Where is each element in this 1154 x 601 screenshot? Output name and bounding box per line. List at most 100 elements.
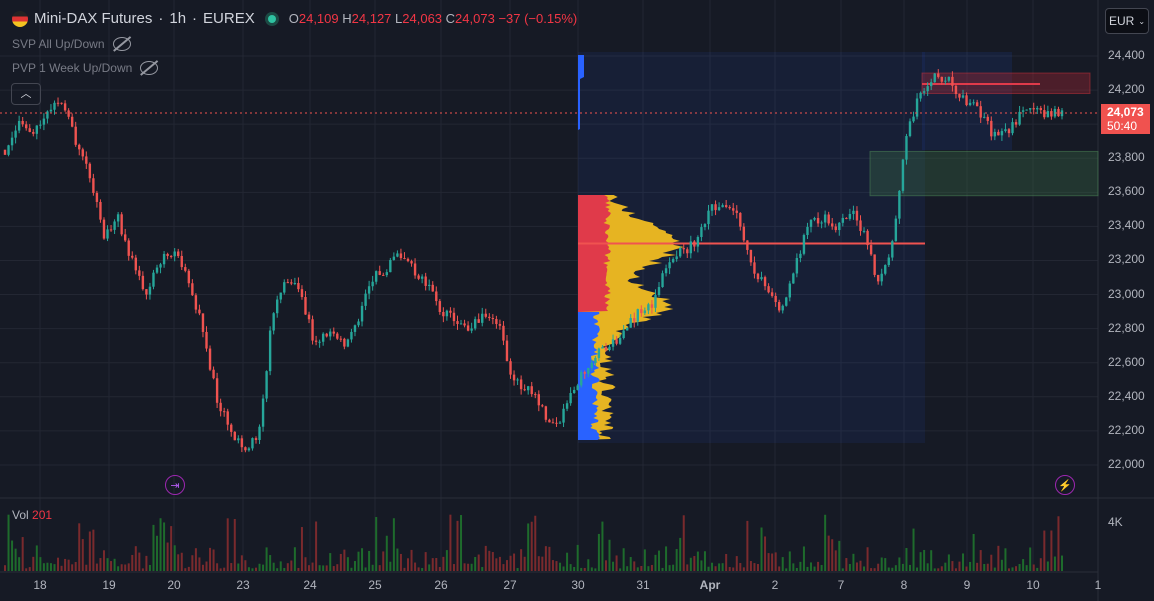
volume-bar [962,553,965,571]
candle [78,144,81,150]
candle [166,253,169,256]
candle [498,324,502,326]
volume-bar [240,555,243,571]
volume-bar [272,562,275,571]
candle [816,218,820,224]
lightning-alert-icon[interactable]: ⚡ [1055,475,1075,495]
candle [622,330,625,339]
volume-bar [1061,555,1063,571]
candle [99,201,102,220]
candle [845,217,848,219]
volume-bar [463,563,466,571]
candle [187,270,191,284]
volume-bar [597,533,600,571]
candle [247,448,251,451]
volume-axis-label: 4K [1108,515,1123,529]
volume-bar [318,565,321,571]
candle [222,411,226,413]
candle [85,156,88,164]
volume-bar [569,564,572,571]
up-volume-profile [578,55,584,130]
indicator-pvp[interactable]: PVP 1 Week Up/Down [12,61,159,75]
volume-bar [138,552,141,571]
market-status-icon[interactable] [264,11,279,26]
time-axis-label: 24 [303,578,317,592]
candle [445,310,449,317]
time-axis-label: 18 [33,578,47,592]
candle [746,240,749,250]
volume-bar [92,529,95,571]
candle [671,259,675,263]
candle [169,255,173,257]
volume-bar [520,549,523,571]
candle [972,102,975,104]
volume-bar [474,556,477,571]
volume-bar [612,561,615,571]
candle [385,272,388,276]
price-axis-label: 23,600 [1108,184,1145,199]
candle [261,398,265,427]
volume-bar [615,555,618,571]
volume-bar [636,567,639,571]
up-volume-profile [578,312,600,440]
candle [102,219,106,239]
volume-bar [718,563,721,571]
candle [208,348,212,370]
interval[interactable]: 1h [169,10,187,27]
volume-bar [4,565,6,571]
candle [339,338,343,340]
volume-bar [399,553,402,571]
volume-bar [534,515,537,571]
currency-select[interactable]: EUR ⌄ [1105,8,1149,34]
volume-bar [364,567,367,571]
candle [212,369,215,379]
candle [106,229,109,239]
candle [580,372,583,386]
eye-off-icon[interactable] [112,37,131,51]
candle [371,281,374,287]
collapse-legend-button[interactable]: ︿ [11,83,41,105]
volume-bar [863,566,866,571]
indicator-svp[interactable]: SVP All Up/Down [12,37,131,51]
volume-bar [714,566,717,571]
candle [802,235,806,254]
volume-bar [905,547,908,571]
volume-bar [767,553,770,571]
volume-bar [481,567,484,571]
volume-bar [838,540,841,571]
volume-bar [601,521,604,571]
volume-bar [1015,566,1018,571]
volume-bar [682,515,685,571]
symbol-name[interactable]: Mini-DAX Futures [34,10,153,27]
volume-bar [269,555,272,571]
candle [650,304,654,308]
volume-bar [53,564,56,571]
candle [633,318,636,322]
candle [63,103,67,111]
price-axis-label: 24,400 [1108,48,1145,62]
ohlc-values: O24,109 H24,127 L24,063 C24,073 −37 (−0.… [288,11,578,26]
candle [120,214,123,235]
time-axis-label: 7 [837,578,845,592]
volume-bar [106,558,109,571]
volume-bar [711,562,714,571]
candle [526,386,530,391]
volume-bar [721,563,724,571]
candle [265,371,268,399]
candle [240,438,244,448]
volume-bar [1046,561,1049,571]
volume-bar [827,535,830,571]
volume-bar [279,561,282,571]
eye-off-icon[interactable] [140,61,159,75]
volume-bar [498,556,501,571]
candle [834,226,837,231]
germany-flag-icon [12,10,28,27]
volume-bar [322,565,325,571]
volume-bar [237,563,240,571]
volume-bar [194,548,197,571]
session-break-icon[interactable]: ⇥ [165,475,185,495]
volume-bar [1057,516,1060,571]
candle [56,102,60,104]
volume-bar [233,519,236,571]
